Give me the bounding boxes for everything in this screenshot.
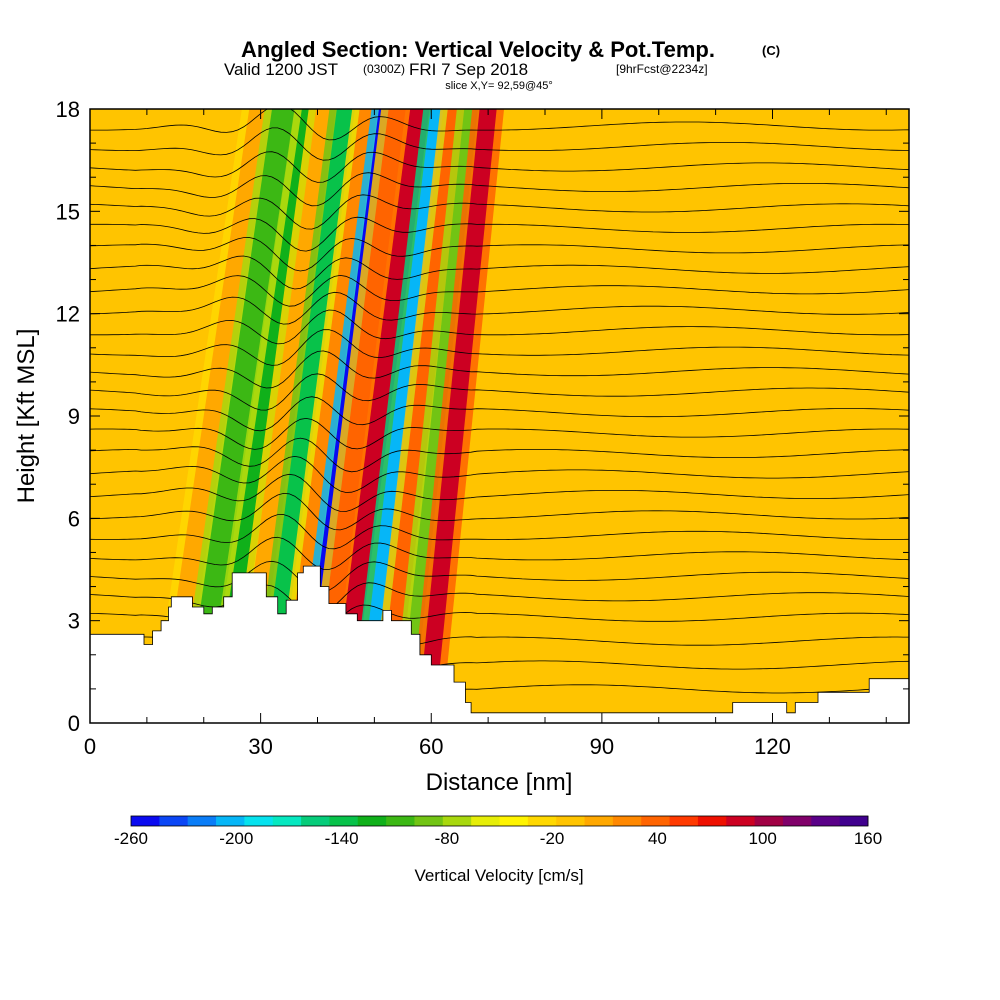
isentrope-line — [90, 455, 909, 493]
colorbar-swatch — [244, 816, 274, 826]
colorbar-swatch — [726, 816, 756, 826]
isentrope-line — [90, 194, 909, 230]
y-axis-label: Height [Kft MSL] — [13, 329, 40, 504]
velocity-band — [356, 109, 444, 723]
colorbar-tick-label: -20 — [540, 829, 565, 848]
colorbar-swatch — [471, 816, 500, 826]
isentrope-line — [90, 437, 909, 473]
isentrope-line — [90, 309, 909, 345]
isentrope-line — [90, 329, 909, 366]
subtitle-forecast: [9hrFcst@2234z] — [616, 62, 708, 76]
colorbar-swatch — [556, 816, 585, 826]
colorbar-swatch — [754, 816, 784, 826]
isentrope-line — [90, 492, 909, 531]
colorbar-tick-label: -200 — [219, 829, 253, 848]
colorbar-swatch — [584, 816, 614, 826]
x-tick-label: 120 — [754, 734, 791, 759]
colorbar-swatch — [329, 816, 359, 826]
colorbar-swatch — [272, 816, 302, 826]
x-tick-labels: 0 30 60 90 120 — [84, 734, 791, 759]
axis-ticks — [89, 108, 909, 724]
colorbar-swatch — [839, 816, 869, 826]
y-tick-label: 3 — [68, 609, 80, 634]
colorbar-frame — [130, 815, 869, 827]
colorbar-swatch — [782, 816, 812, 826]
isentrope-line — [90, 237, 909, 272]
x-tick-label: 0 — [84, 734, 96, 759]
velocity-band — [417, 109, 497, 723]
isentrope-line — [90, 109, 909, 141]
subtitle-date: FRI 7 Sep 2018 — [409, 60, 528, 79]
y-tick-label: 15 — [56, 199, 80, 224]
isentrope-line — [90, 274, 909, 307]
isentrope-line — [90, 172, 909, 207]
colorbar-tick-label: 100 — [749, 829, 777, 848]
isentrope-line — [90, 536, 909, 570]
isentrope-line — [90, 216, 909, 252]
velocity-band — [311, 109, 406, 723]
isentrope-line — [90, 396, 909, 432]
colorbar-tick-label: -80 — [435, 829, 460, 848]
isentrope-line — [90, 127, 909, 161]
y-tick-label: 9 — [68, 404, 80, 429]
isentrope-line — [90, 291, 909, 325]
velocity-band — [183, 109, 295, 723]
colorbar-label: Vertical Velocity [cm/s] — [414, 866, 583, 885]
y-tick-label: 6 — [68, 506, 80, 531]
velocity-band — [257, 109, 356, 723]
colorbar-swatch — [131, 816, 160, 826]
colorbar-swatch — [414, 816, 444, 826]
isentrope-line — [90, 417, 909, 450]
subtitle-valid: Valid 1200 JST — [224, 60, 338, 79]
slice-label: slice X,Y= 92,59@45° — [445, 80, 553, 92]
colorbar-swatch — [386, 816, 415, 826]
colorbar-tick-label: -140 — [325, 829, 359, 848]
isentrope-line — [90, 350, 909, 389]
colorbar-tick-label: 160 — [854, 829, 882, 848]
colorbar-swatch — [357, 816, 387, 826]
colorbar — [130, 815, 869, 827]
colorbar-tick-labels: -260 -200 -140 -80 -20 40 100 160 — [114, 829, 882, 848]
colorbar-swatch — [641, 816, 670, 826]
colorbar-swatch — [301, 816, 330, 826]
colorbar-tick-label: -260 — [114, 829, 148, 848]
x-tick-label: 90 — [590, 734, 614, 759]
colorbar-swatch — [612, 816, 642, 826]
colorbar-swatch — [527, 816, 557, 826]
colorbar-swatch — [442, 816, 472, 826]
isentrope-line — [90, 514, 909, 550]
chart-title-unit: (C) — [762, 43, 780, 58]
x-tick-label: 30 — [248, 734, 272, 759]
colorbar-swatch — [159, 816, 189, 826]
colorbar-swatch — [187, 816, 217, 826]
terrain-mask — [90, 565, 909, 723]
plot-area — [90, 109, 909, 723]
y-tick-labels: 0 3 6 9 12 15 18 — [56, 97, 80, 736]
colorbar-swatch — [669, 816, 699, 826]
colorbar-tick-label: 40 — [648, 829, 667, 848]
isentrope-line — [90, 255, 909, 290]
y-tick-label: 0 — [68, 711, 80, 736]
isentrope-line — [90, 151, 909, 183]
isentrope-line — [90, 373, 909, 411]
colorbar-swatch — [216, 816, 245, 826]
velocity-bands — [150, 109, 505, 723]
chart-title: Angled Section: Vertical Velocity & Pot.… — [241, 37, 715, 62]
y-tick-label: 18 — [56, 97, 80, 122]
colorbar-swatch — [697, 816, 727, 826]
isentrope-line — [90, 560, 909, 593]
isentrope-line — [90, 473, 909, 512]
x-axis-label: Distance [nm] — [426, 769, 573, 796]
y-tick-label: 12 — [56, 302, 80, 327]
colorbar-swatch — [811, 816, 841, 826]
x-tick-label: 60 — [419, 734, 443, 759]
subtitle-utc: (0300Z) — [363, 62, 405, 76]
colorbar-swatch — [499, 816, 529, 826]
